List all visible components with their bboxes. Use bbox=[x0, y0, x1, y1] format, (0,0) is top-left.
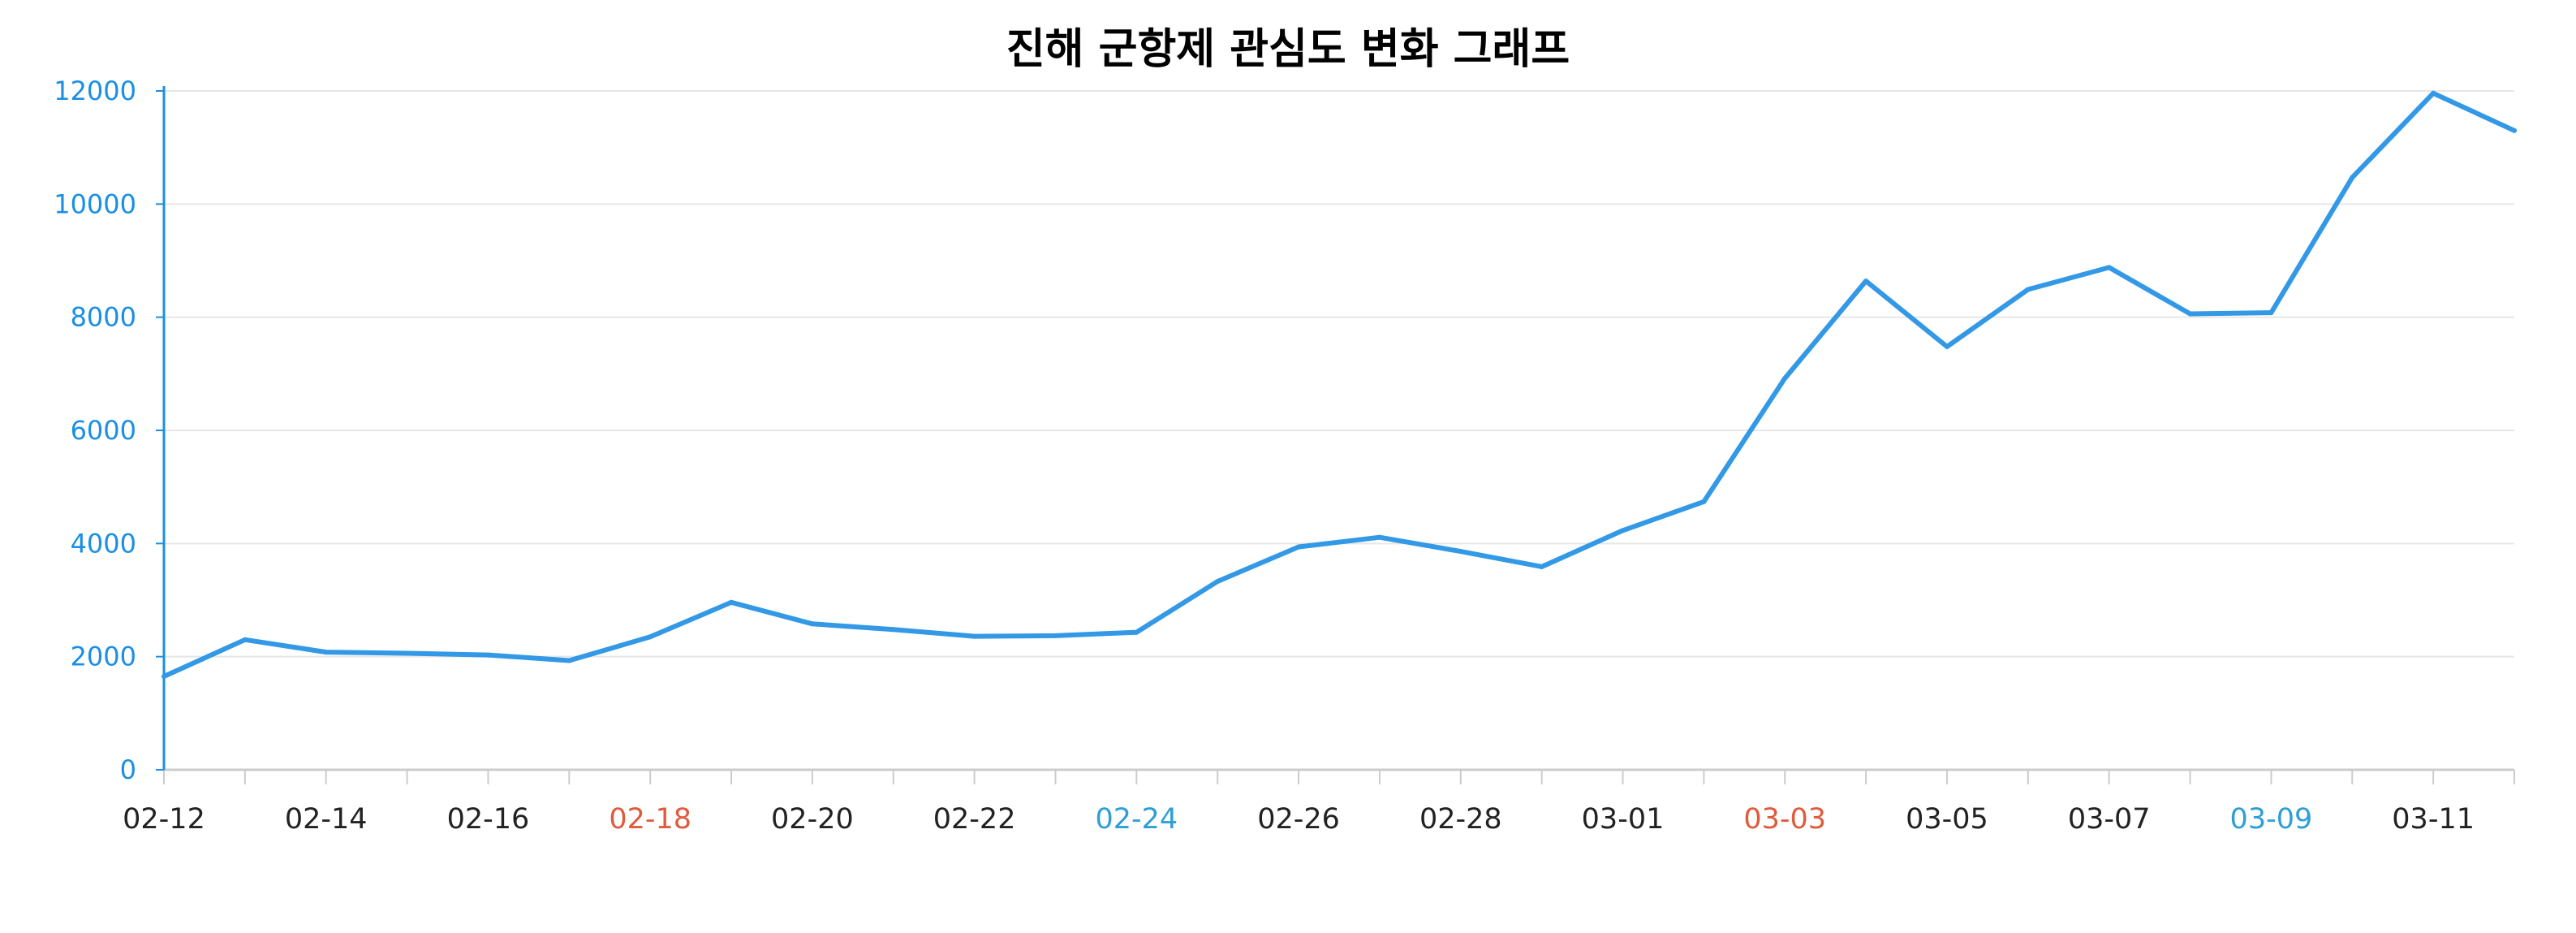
x-axis-tick-labels: 02-12 02-14 02-16 02-18 02-20 02-22 02-24 02-26… bbox=[123, 803, 2475, 836]
y-tick-label: 12000 bbox=[54, 76, 136, 106]
data-point[interactable] bbox=[648, 634, 653, 640]
data-point[interactable] bbox=[2268, 310, 2274, 316]
x-tick-label: 02-14 bbox=[285, 803, 368, 836]
data-point[interactable] bbox=[1782, 375, 1788, 381]
x-tick-label: 03-03 bbox=[1743, 803, 1826, 836]
data-point[interactable] bbox=[2431, 90, 2436, 96]
data-point[interactable] bbox=[2025, 287, 2031, 292]
data-point[interactable] bbox=[1944, 343, 1949, 349]
data-point[interactable] bbox=[1701, 499, 1707, 504]
y-tick-label: 10000 bbox=[54, 188, 136, 219]
data-point[interactable] bbox=[1215, 579, 1221, 585]
data-point[interactable] bbox=[809, 621, 815, 627]
data-point[interactable] bbox=[971, 633, 977, 639]
data-point[interactable] bbox=[2187, 311, 2193, 317]
data-point[interactable] bbox=[323, 650, 329, 655]
data-point[interactable] bbox=[566, 658, 572, 663]
x-tick-label: 02-12 bbox=[123, 803, 205, 836]
data-point[interactable] bbox=[162, 674, 166, 680]
axes bbox=[156, 86, 2515, 784]
chart-title: 진해 군항제 관심도 변화 그래프 bbox=[1006, 25, 1570, 74]
data-point[interactable] bbox=[729, 599, 734, 605]
data-point[interactable] bbox=[1863, 279, 1869, 284]
data-point[interactable] bbox=[1458, 549, 1463, 555]
data-point[interactable] bbox=[404, 650, 410, 656]
x-tick-label: 03-11 bbox=[2392, 803, 2475, 836]
grid-lines bbox=[164, 90, 2514, 658]
x-tick-label: 03-09 bbox=[2230, 803, 2313, 836]
data-point[interactable] bbox=[1134, 629, 1139, 635]
y-tick-label: 2000 bbox=[71, 641, 136, 672]
y-tick-label: 6000 bbox=[71, 415, 136, 446]
x-tick-label: 02-26 bbox=[1257, 803, 1340, 836]
data-point[interactable] bbox=[485, 652, 491, 658]
y-axis-tick-labels: 0 2000 4000 6000 8000 10000 12000 bbox=[54, 76, 136, 785]
x-tick-label: 02-22 bbox=[933, 803, 1016, 836]
x-tick-label: 03-07 bbox=[2068, 803, 2151, 836]
data-point[interactable] bbox=[242, 637, 248, 642]
data-point[interactable] bbox=[1296, 544, 1302, 550]
x-tick-label: 03-05 bbox=[1906, 803, 1988, 836]
x-tick-label: 02-16 bbox=[447, 803, 530, 836]
y-tick-label: 4000 bbox=[71, 528, 136, 559]
x-tick-label: 02-20 bbox=[771, 803, 854, 836]
series-layer bbox=[162, 90, 2517, 680]
data-point[interactable] bbox=[1539, 564, 1544, 569]
x-tick-label: 02-28 bbox=[1419, 803, 1502, 836]
x-tick-label: 02-18 bbox=[609, 803, 691, 836]
data-point[interactable] bbox=[1376, 534, 1382, 540]
data-point[interactable] bbox=[1053, 633, 1058, 638]
x-tick-label: 02-24 bbox=[1095, 803, 1178, 836]
x-tick-label: 03-01 bbox=[1582, 803, 1665, 836]
series-line bbox=[162, 90, 2517, 679]
data-point[interactable] bbox=[2106, 265, 2112, 270]
data-point[interactable] bbox=[890, 627, 896, 633]
y-tick-label: 0 bbox=[120, 754, 136, 785]
data-point[interactable] bbox=[1620, 528, 1626, 533]
data-point[interactable] bbox=[2512, 127, 2517, 133]
data-point[interactable] bbox=[2350, 175, 2355, 180]
y-tick-label: 8000 bbox=[71, 302, 136, 333]
